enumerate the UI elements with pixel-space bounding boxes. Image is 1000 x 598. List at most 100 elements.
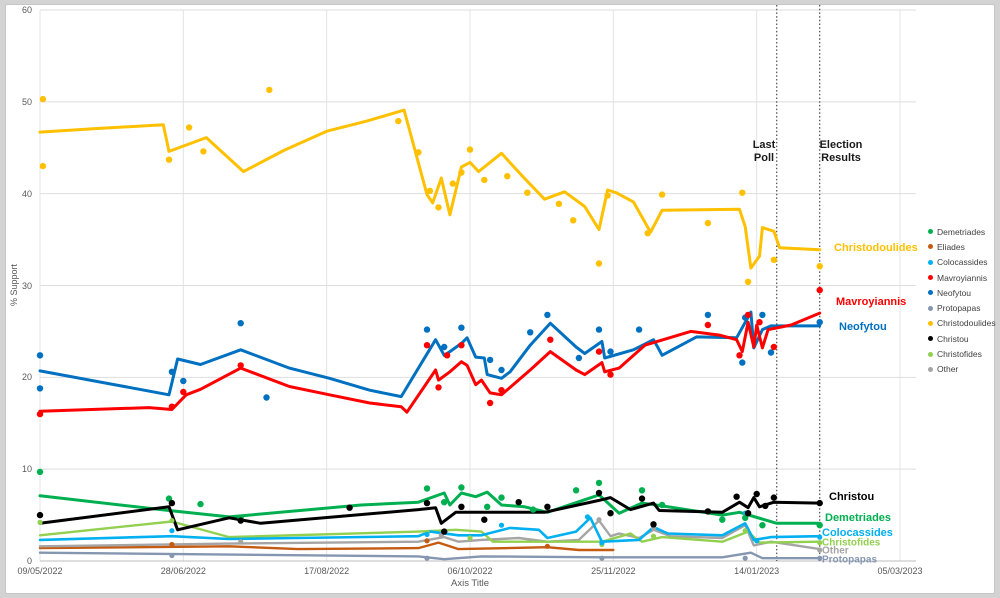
poll-point-christodoulides	[604, 192, 611, 199]
series-label-mavroyiannis: Mavroyiannis	[836, 296, 907, 308]
poll-point-protopapas	[169, 552, 175, 559]
poll-point-christodoulides	[165, 156, 173, 163]
poll-point-mavroyiannis	[547, 336, 554, 343]
poll-point-eliades	[424, 538, 430, 544]
poll-point-neofytou	[36, 352, 44, 359]
poll-point-christodoulides	[466, 146, 474, 153]
poll-point-christou	[515, 499, 522, 506]
poll-point-christodoulides	[739, 189, 746, 196]
poll-point-christou	[816, 499, 823, 507]
x-tick-label: 28/06/2022	[160, 566, 206, 576]
poll-point-mavroyiannis	[607, 371, 614, 378]
poll-point-christodoulides	[816, 263, 823, 270]
legend: Demetriades Eliades Colocassides Mavroyiann…	[928, 224, 996, 377]
poll-point-christodoulides	[200, 148, 207, 155]
series-label-christofides: Christofides	[822, 537, 881, 549]
series-label-christou: Christou	[829, 491, 875, 503]
poll-point-other	[238, 539, 244, 545]
poll-point-neofytou	[767, 349, 775, 356]
poll-point-mavroyiannis	[498, 387, 505, 394]
poll-point-neofytou	[816, 319, 823, 326]
legend-item-colocassides: Colocassides	[928, 255, 996, 270]
y-axis-title: % Support	[9, 263, 19, 307]
x-tick-label: 17/08/2022	[304, 566, 350, 576]
poll-point-colocassides	[584, 514, 591, 520]
poll-point-christodoulides	[435, 204, 442, 211]
poll-point-christou	[458, 503, 465, 510]
poll-point-mavroyiannis	[423, 342, 431, 349]
poll-point-christou	[441, 528, 448, 535]
x-axis-title: Axis Title	[450, 578, 490, 589]
series-line-colocassides	[38, 516, 822, 544]
series-label-neofytou: Neofytou	[839, 321, 887, 333]
poll-point-christodoulides	[266, 86, 273, 94]
poll-point-christou	[762, 502, 769, 510]
poll-point-mavroyiannis	[458, 342, 465, 349]
poll-point-christodoulides	[570, 217, 577, 224]
poll-point-mavroyiannis	[770, 343, 778, 351]
series-label-other: Other	[822, 545, 849, 557]
poll-point-neofytou	[237, 320, 244, 327]
series-line-eliades	[38, 541, 615, 552]
poll-point-demetriades	[742, 514, 749, 521]
legend-item-other: Other	[928, 362, 996, 377]
poll-point-neofytou	[704, 311, 712, 319]
poll-point-christofides	[650, 533, 657, 539]
poll-point-colocassides	[817, 534, 823, 540]
series-line-protopapas	[38, 551, 821, 561]
legend-label: Christodoulides	[937, 318, 996, 329]
poll-point-colocassides	[754, 538, 760, 544]
poll-point-christou	[650, 521, 657, 528]
poll-point-colocassides	[498, 522, 505, 528]
poll-point-protopapas	[424, 555, 430, 561]
poll-point-christodoulides	[39, 162, 47, 170]
poll-point-christou	[638, 495, 646, 502]
legend-item-demetriades: Demetriades	[928, 224, 996, 239]
y-tick-label: 30	[21, 280, 32, 291]
poll-point-christodoulides	[770, 256, 778, 263]
poll-point-christou	[733, 493, 740, 500]
poll-point-neofytou	[595, 326, 603, 333]
poll-point-other	[596, 517, 602, 523]
poll-point-mavroyiannis	[168, 403, 176, 410]
poll-point-christou	[753, 490, 760, 498]
legend-label: Other	[937, 364, 959, 375]
poll-point-christou	[744, 510, 752, 517]
poll-point-neofytou	[607, 348, 614, 355]
poll-point-mavroyiannis	[443, 352, 451, 359]
poll-point-neofytou	[423, 326, 431, 333]
y-tick-label: 50	[21, 96, 32, 107]
poll-point-neofytou	[36, 385, 44, 392]
x-tick-label: 14/01/2023	[734, 566, 780, 576]
poll-point-christou	[704, 508, 712, 515]
x-tick-label: 06/10/2022	[447, 566, 493, 576]
poll-point-christou	[481, 516, 488, 523]
poll-point-christodoulides	[524, 189, 531, 196]
legend-item-protopapas: Protopapas	[928, 300, 996, 315]
legend-marker-icon	[928, 320, 933, 326]
poll-point-neofytou	[441, 343, 448, 351]
poll-point-christodoulides	[415, 149, 422, 156]
legend-item-neofytou: Neofytou	[928, 285, 996, 300]
legend-item-christofides: Christofides	[928, 346, 996, 361]
poll-point-colocassides	[424, 531, 430, 538]
poll-point-neofytou	[458, 324, 465, 331]
poll-point-demetriades	[759, 522, 766, 529]
legend-label: Neofytou	[937, 287, 972, 298]
legend-marker-icon	[928, 366, 933, 372]
poll-point-christou	[237, 517, 244, 524]
legend-marker-icon	[928, 229, 933, 235]
poll-point-demetriades	[572, 487, 580, 494]
poll-point-demetriades	[658, 501, 666, 509]
poll-point-demetriades	[36, 468, 44, 476]
series-label-demetriades: Demetriades	[825, 512, 892, 524]
poll-point-christodoulides	[426, 187, 434, 195]
poll-point-christodoulides	[704, 219, 712, 227]
legend-marker-icon	[928, 336, 933, 342]
legend-marker-icon	[928, 305, 933, 311]
poll-point-christofides	[467, 535, 473, 541]
poll-point-colocassides	[169, 528, 175, 534]
legend-item-christou: Christou	[928, 331, 996, 346]
poll-point-eliades	[169, 541, 175, 548]
